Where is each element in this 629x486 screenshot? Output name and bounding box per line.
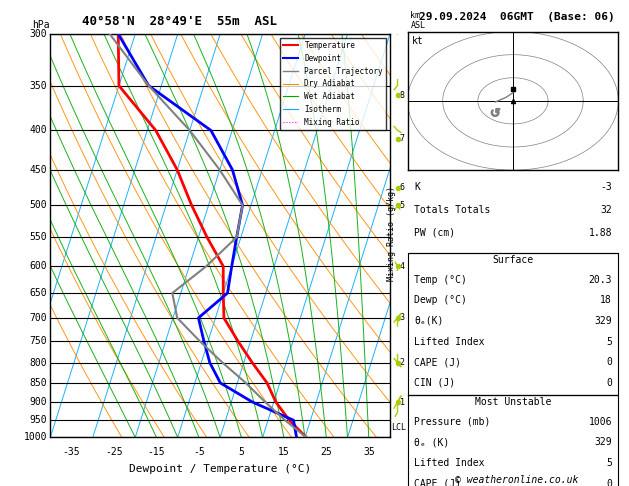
Text: 329: 329 (594, 316, 612, 326)
Text: -25: -25 (105, 448, 123, 457)
Text: 450: 450 (30, 165, 47, 175)
Text: 300: 300 (30, 29, 47, 39)
Text: 800: 800 (30, 358, 47, 367)
Text: 650: 650 (30, 288, 47, 298)
Text: CAPE (J): CAPE (J) (414, 479, 461, 486)
Text: -5: -5 (396, 201, 406, 209)
Text: PW (cm): PW (cm) (414, 227, 455, 238)
Text: Temp (°C): Temp (°C) (414, 275, 467, 285)
Text: 40°58'N  28°49'E  55m  ASL: 40°58'N 28°49'E 55m ASL (82, 15, 277, 28)
Text: θₑ (K): θₑ (K) (414, 437, 449, 448)
Text: 5: 5 (606, 458, 612, 468)
Text: 850: 850 (30, 378, 47, 388)
Text: -35: -35 (63, 448, 81, 457)
Text: 550: 550 (30, 232, 47, 242)
Text: 29.09.2024  06GMT  (Base: 06): 29.09.2024 06GMT (Base: 06) (419, 12, 615, 22)
Text: -7: -7 (396, 134, 406, 143)
Text: 750: 750 (30, 336, 47, 346)
Text: 1000: 1000 (23, 433, 47, 442)
Text: K: K (414, 182, 420, 192)
Text: © weatheronline.co.uk: © weatheronline.co.uk (455, 475, 579, 485)
Text: -15: -15 (148, 448, 165, 457)
Text: 700: 700 (30, 313, 47, 323)
Text: 20.3: 20.3 (589, 275, 612, 285)
Text: 1006: 1006 (589, 417, 612, 427)
Text: 350: 350 (30, 81, 47, 91)
Text: 600: 600 (30, 261, 47, 271)
Text: 329: 329 (594, 437, 612, 448)
Text: CIN (J): CIN (J) (414, 378, 455, 388)
Text: -6: -6 (396, 184, 406, 192)
Text: 32: 32 (600, 205, 612, 215)
Text: Dewpoint / Temperature (°C): Dewpoint / Temperature (°C) (129, 464, 311, 474)
Text: -1: -1 (396, 398, 406, 407)
Text: 400: 400 (30, 125, 47, 136)
Text: Lifted Index: Lifted Index (414, 458, 484, 468)
Text: kt: kt (412, 36, 423, 46)
Text: -4: -4 (396, 262, 406, 271)
Text: km
ASL: km ASL (410, 11, 425, 30)
Text: 15: 15 (278, 448, 290, 457)
Text: -8: -8 (396, 90, 406, 100)
Text: 900: 900 (30, 397, 47, 407)
Text: 5: 5 (238, 448, 244, 457)
Text: Most Unstable: Most Unstable (475, 397, 551, 407)
Text: -3: -3 (600, 182, 612, 192)
Text: Surface: Surface (493, 255, 533, 265)
Text: CAPE (J): CAPE (J) (414, 357, 461, 367)
Text: 35: 35 (363, 448, 375, 457)
Text: 0: 0 (606, 378, 612, 388)
Text: Lifted Index: Lifted Index (414, 336, 484, 347)
Legend: Temperature, Dewpoint, Parcel Trajectory, Dry Adiabat, Wet Adiabat, Isotherm, Mi: Temperature, Dewpoint, Parcel Trajectory… (280, 38, 386, 130)
Text: 5: 5 (606, 336, 612, 347)
Text: Pressure (mb): Pressure (mb) (414, 417, 490, 427)
Text: 1.88: 1.88 (589, 227, 612, 238)
Text: 0: 0 (606, 479, 612, 486)
Text: hPa: hPa (31, 20, 49, 30)
Text: 500: 500 (30, 200, 47, 210)
Text: 950: 950 (30, 415, 47, 425)
Text: 18: 18 (600, 295, 612, 305)
Text: Mixing Ratio (g/kg): Mixing Ratio (g/kg) (387, 186, 396, 281)
Text: 25: 25 (320, 448, 332, 457)
Text: Dewp (°C): Dewp (°C) (414, 295, 467, 305)
Text: θₑ(K): θₑ(K) (414, 316, 443, 326)
Text: Totals Totals: Totals Totals (414, 205, 490, 215)
Text: 0: 0 (606, 357, 612, 367)
Text: LCL: LCL (391, 423, 406, 433)
Text: -5: -5 (193, 448, 205, 457)
Text: -2: -2 (396, 358, 406, 367)
Text: -3: -3 (396, 313, 406, 322)
